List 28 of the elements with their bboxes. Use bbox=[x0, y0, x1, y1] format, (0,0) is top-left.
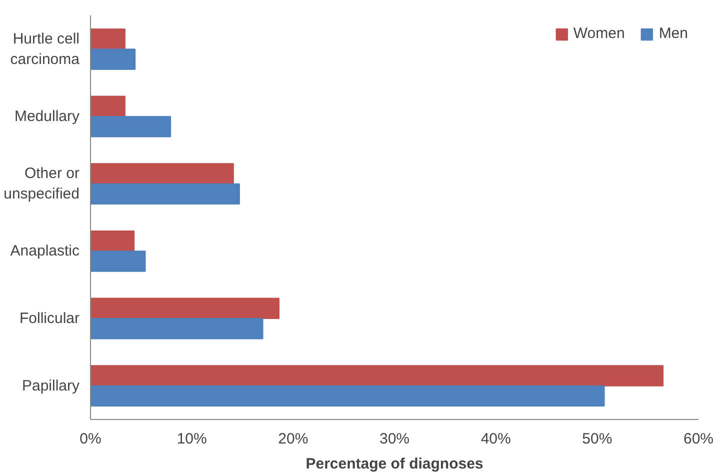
bar bbox=[90, 318, 264, 340]
y-tick-label: Follicular bbox=[19, 310, 80, 327]
y-tick-label: Other or unspecified bbox=[4, 165, 80, 203]
bar bbox=[90, 250, 146, 272]
y-tick-label: Medullary bbox=[14, 108, 80, 125]
x-tick-label: 40% bbox=[480, 430, 511, 448]
x-tick-label: 30% bbox=[379, 430, 410, 448]
legend-label: Women bbox=[573, 25, 625, 42]
bar bbox=[90, 28, 126, 50]
bar bbox=[90, 96, 126, 117]
bar bbox=[90, 183, 240, 205]
bar bbox=[90, 298, 280, 319]
x-tick-label: 60% bbox=[683, 430, 714, 448]
bar bbox=[90, 48, 136, 70]
legend-label: Men bbox=[658, 25, 688, 42]
x-tick-label: 0% bbox=[80, 430, 102, 448]
x-tick-label: 20% bbox=[278, 430, 308, 448]
bar bbox=[90, 385, 605, 407]
x-tick-label: 50% bbox=[582, 430, 612, 448]
y-tick-label: Papillary bbox=[22, 377, 80, 394]
y-tick-label: Anaplastic bbox=[10, 242, 80, 260]
y-tick-label: Hurtle cell carcinoma bbox=[10, 30, 80, 68]
bar bbox=[90, 230, 135, 252]
bar bbox=[90, 365, 664, 386]
x-tick-label: 10% bbox=[176, 430, 207, 448]
bar bbox=[90, 116, 172, 138]
bar bbox=[90, 163, 234, 184]
x-axis-title: Percentage of diagnoses bbox=[306, 456, 484, 472]
